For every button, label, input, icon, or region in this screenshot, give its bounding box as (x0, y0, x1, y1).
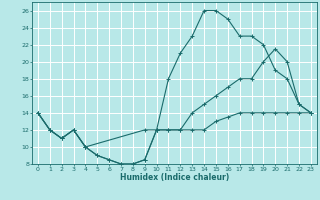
X-axis label: Humidex (Indice chaleur): Humidex (Indice chaleur) (120, 173, 229, 182)
